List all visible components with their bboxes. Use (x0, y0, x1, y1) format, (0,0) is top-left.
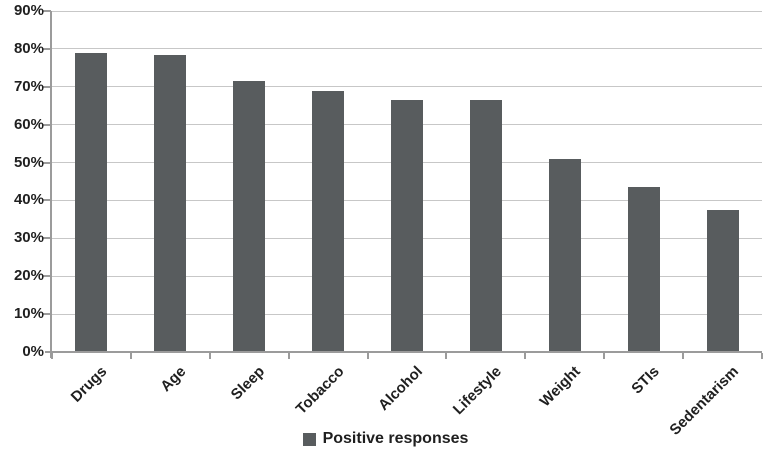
legend-label: Positive responses (322, 430, 469, 447)
bar-weight (548, 158, 581, 352)
y-axis-label-30-: 30% (13, 229, 44, 247)
y-axis-label-90-: 90% (13, 2, 44, 19)
bar-tobacco (312, 90, 345, 352)
y-axis-label-20-: 20% (13, 267, 44, 285)
y-axis-label-80-: 80% (13, 39, 44, 57)
x-axis-label-drugs: Drugs (67, 363, 111, 406)
y-axis-label-60-: 60% (13, 115, 44, 133)
legend-square-icon (302, 432, 316, 446)
bar-alcohol (391, 100, 423, 352)
gridline-90 (52, 10, 762, 12)
x-axis-label-tobacco: Tobacco (292, 363, 348, 418)
x-axis-label-sedentarism: Sedentarism (665, 363, 742, 439)
y-axis-label-70-: 70% (13, 77, 44, 95)
x-axis-label-weight: Weight (536, 363, 584, 411)
x-tick-5 (445, 353, 448, 359)
chart-legend: Positive responses (0, 430, 771, 448)
y-axis-label-50-: 50% (13, 153, 44, 171)
x-tick-7 (603, 353, 606, 359)
x-axis-label-stis: STIs (628, 363, 663, 398)
y-tick-30 (43, 237, 51, 240)
x-tick-2 (208, 353, 211, 359)
y-tick-70 (43, 85, 51, 88)
x-tick-6 (524, 353, 527, 359)
y-axis-line (50, 11, 52, 358)
y-axis-label-40-: 40% (13, 191, 44, 209)
y-tick-10 (43, 313, 51, 316)
x-tick-3 (287, 353, 290, 359)
x-axis-label-lifestyle: Lifestyle (449, 363, 505, 419)
x-tick-0 (51, 353, 53, 359)
bar-age (154, 54, 187, 352)
x-tick-8 (682, 353, 685, 359)
x-tick-1 (129, 353, 132, 359)
gridline-70 (52, 86, 762, 88)
y-axis-label-0-: 0% (22, 343, 44, 360)
y-tick-40 (43, 199, 51, 202)
bar-sleep (233, 81, 266, 352)
x-axis-label-age: Age (157, 363, 190, 396)
x-tick-4 (366, 353, 369, 359)
y-tick-50 (43, 161, 51, 164)
x-tick-9 (761, 353, 763, 359)
y-tick-90 (43, 10, 51, 12)
x-axis-label-sleep: Sleep (227, 363, 269, 404)
bar-sedentarism (706, 209, 739, 352)
y-tick-20 (43, 275, 51, 278)
x-axis-line (45, 351, 762, 353)
gridline-80 (52, 48, 762, 50)
y-axis-label-10-: 10% (13, 305, 44, 323)
bar-drugs (75, 52, 108, 352)
y-tick-60 (43, 123, 51, 126)
bar-stis (627, 187, 660, 352)
x-axis-label-alcohol: Alcohol (375, 363, 427, 414)
y-tick-80 (43, 47, 51, 50)
bar-lifestyle (469, 100, 502, 352)
